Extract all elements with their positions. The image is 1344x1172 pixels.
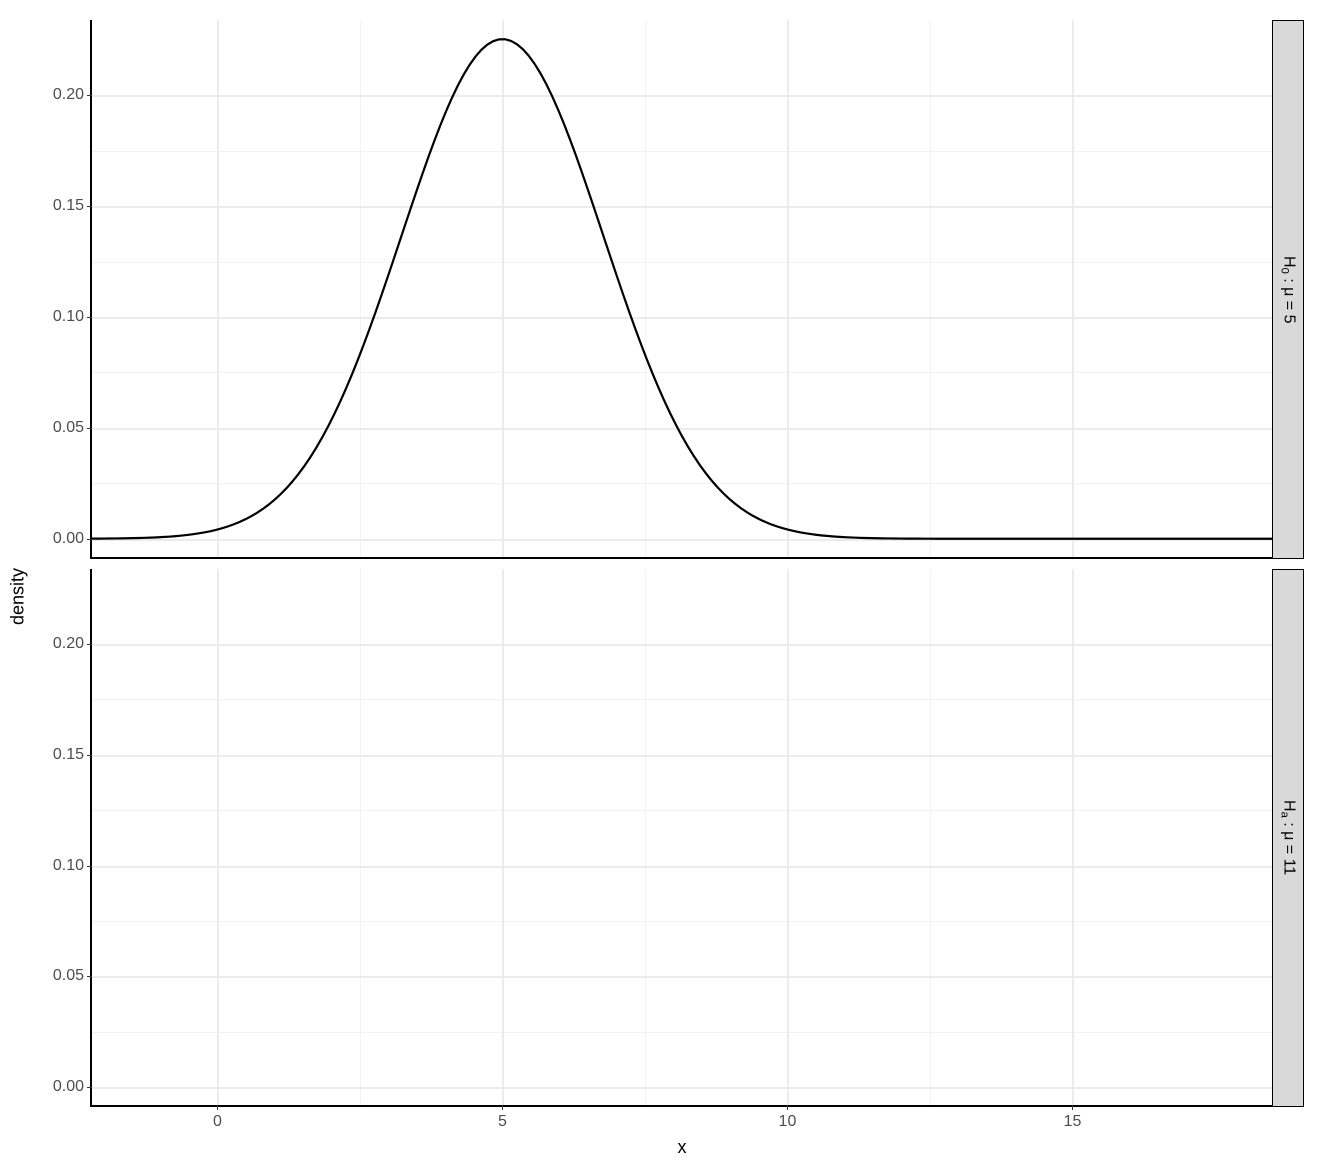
x-axis-title: x (678, 1137, 687, 1158)
plot-area-ha: 0.000.050.100.150.20051015 (90, 569, 1272, 1108)
plot-area-h0: 0.000.050.100.150.20 (90, 20, 1272, 559)
strip-label-h0: H0 : μ = 5 (1272, 20, 1304, 559)
strip-label-ha: Ha : μ = 11 (1272, 569, 1304, 1108)
faceted-density-chart: density x 0.000.050.100.150.20 H0 : μ = … (10, 10, 1344, 1162)
y-axis-title: density (8, 568, 29, 625)
panel-h0: 0.000.050.100.150.20 H0 : μ = 5 (90, 20, 1304, 559)
panel-ha: 0.000.050.100.150.20051015 Ha : μ = 11 (90, 569, 1304, 1108)
panels-container: 0.000.050.100.150.20 H0 : μ = 5 0.000.05… (90, 20, 1304, 1107)
density-curve (92, 20, 1272, 557)
